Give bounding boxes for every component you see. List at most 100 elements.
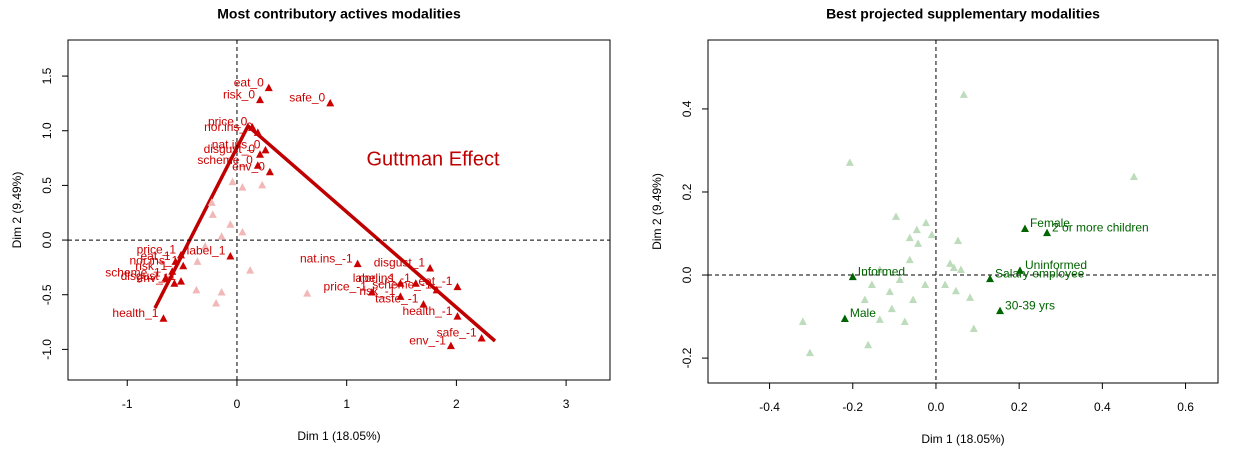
point: [986, 274, 995, 283]
point: [177, 277, 186, 285]
point: [840, 314, 849, 323]
point-label: env_1: [137, 271, 170, 285]
point: [217, 232, 226, 240]
point: [253, 161, 262, 169]
point: [875, 315, 884, 323]
point: [419, 300, 428, 308]
point-label: 2 or more children: [1052, 220, 1149, 234]
point: [909, 295, 918, 303]
y-tick-label: -0.2: [680, 347, 694, 368]
point: [1015, 266, 1024, 274]
point: [887, 304, 896, 313]
y-axis-label: Dim 2 (9.49%): [650, 173, 664, 250]
point-label: eat_-1: [418, 274, 452, 288]
point: [246, 266, 255, 274]
point-label: risk_0: [223, 87, 255, 101]
point-label: eat_0: [234, 75, 264, 89]
y-tick-label: 0.0: [680, 266, 694, 283]
point: [159, 314, 168, 322]
point: [892, 212, 901, 220]
point: [885, 287, 894, 296]
point: [848, 272, 857, 281]
point: [453, 282, 462, 291]
chart-title: Best projected supplementary modalities: [826, 6, 1100, 22]
point-label: scheme_1: [105, 265, 161, 279]
point-label: safe_0: [289, 91, 325, 105]
point-label: label_1: [187, 244, 226, 258]
plot-box: [707, 39, 1219, 384]
point-label: scheme_0: [197, 153, 253, 167]
point-label: nor.ins_1: [129, 253, 178, 267]
chart-title: Most contributory actives modalities: [217, 6, 461, 22]
x-tick-label: 0.2: [1011, 400, 1028, 414]
x-tick-label: 0.6: [1177, 400, 1194, 414]
point: [921, 218, 930, 227]
x-tick-label: 3: [563, 397, 570, 411]
point: [411, 279, 420, 287]
point-label: Male: [850, 306, 876, 320]
x-tick-label: 0: [234, 397, 241, 411]
point-label: nat.ins_-1: [300, 251, 353, 265]
point: [867, 280, 876, 288]
point: [179, 261, 188, 270]
point: [238, 227, 247, 236]
point: [226, 220, 235, 228]
point: [207, 198, 216, 206]
point: [238, 183, 247, 191]
y-tick-label: 0.4: [680, 100, 694, 117]
y-axis-label: Dim 2 (9.49%): [10, 172, 24, 249]
point: [954, 236, 963, 244]
point: [905, 233, 914, 242]
point: [367, 288, 376, 296]
point: [193, 257, 202, 265]
point: [212, 298, 221, 307]
point: [946, 259, 955, 267]
point: [453, 312, 462, 320]
x-tick-label: 0.4: [1094, 400, 1111, 414]
y-tick-label: -0.5: [40, 284, 54, 305]
point-label: disgust_0: [204, 142, 256, 156]
point-label: disgust_1: [374, 256, 426, 270]
y-tick-label: 0.0: [40, 231, 54, 248]
point: [228, 177, 237, 186]
point: [253, 128, 262, 136]
point: [912, 225, 921, 234]
point-label: scheme_-1: [372, 278, 432, 292]
y-tick-label: 0.2: [680, 183, 694, 200]
point: [264, 83, 273, 92]
point: [446, 341, 455, 350]
point: [805, 348, 814, 357]
point-label: price_0: [208, 115, 248, 129]
y-tick-label: 1.0: [40, 122, 54, 139]
point-label: disgust_-1: [121, 269, 177, 283]
x-axis-label: Dim 1 (18.05%): [921, 432, 1004, 446]
point-label: nat.ins_0: [212, 138, 261, 152]
point-label: taste_-1: [375, 292, 419, 306]
point-label: price_-1: [324, 280, 368, 294]
point: [226, 251, 235, 260]
point: [396, 279, 405, 287]
x-tick-label: -0.4: [759, 400, 780, 414]
x-tick-label: -1: [122, 397, 133, 411]
point-label: health_-1: [402, 304, 452, 318]
y-tick-label: 1.5: [40, 67, 54, 84]
point: [477, 333, 486, 342]
y-tick-label: 0.5: [40, 177, 54, 194]
point: [303, 289, 312, 297]
point: [921, 280, 930, 288]
point: [426, 263, 435, 272]
point-label: risk_-1: [359, 284, 395, 298]
point: [258, 180, 267, 189]
point: [1020, 224, 1029, 232]
point: [177, 250, 186, 259]
point: [432, 285, 441, 294]
x-tick-label: 1: [343, 397, 350, 411]
point: [875, 265, 884, 274]
point: [201, 242, 210, 250]
point: [895, 275, 904, 284]
point-label: 30-39 yrs: [1005, 298, 1055, 312]
point: [256, 150, 265, 158]
point: [326, 98, 335, 107]
point: [192, 285, 201, 294]
